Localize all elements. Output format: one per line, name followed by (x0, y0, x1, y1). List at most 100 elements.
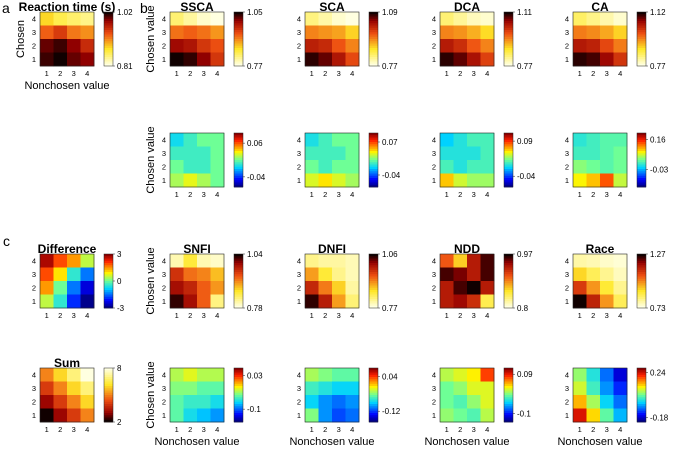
colorbar-step (369, 413, 378, 416)
colorbar-step (369, 379, 378, 382)
y-tick-label: 2 (162, 41, 166, 50)
heatmap-cell (40, 381, 54, 396)
heatmap-cell (67, 52, 81, 67)
x-tick-label: 2 (458, 190, 462, 199)
colorbar-step (504, 285, 513, 289)
heatmap-cell (210, 381, 225, 396)
heatmap-cell (573, 25, 587, 40)
colorbar-step (504, 260, 513, 264)
colorbar-step (504, 12, 513, 15)
heatmap-cell (67, 267, 81, 282)
heatmap-frame (304, 253, 360, 309)
colorbar-step (369, 146, 378, 150)
colorbar-step (104, 61, 113, 65)
heatmap-cell (210, 395, 225, 409)
colorbar-tick-label: 1.11 (517, 8, 533, 17)
colorbar-step (369, 180, 378, 183)
colorbar-step (504, 25, 513, 29)
colorbar-step (234, 303, 243, 307)
x-tick-label: 4 (485, 190, 489, 199)
heatmap-cell (600, 267, 614, 282)
heatmap-frame (169, 253, 225, 309)
heatmap-frame (572, 253, 628, 309)
y-tick-label: 2 (432, 41, 436, 50)
heatmap-cell (40, 281, 54, 295)
panel-label-b: b (140, 0, 148, 16)
colorbar-step (637, 388, 646, 391)
colorbar-step (504, 413, 513, 416)
colorbar-step (504, 381, 513, 385)
heatmap-cell (53, 294, 68, 309)
colorbar: 1.06 0.77 (368, 250, 398, 313)
heatmap-cell (573, 133, 587, 147)
colorbar-step (504, 258, 513, 262)
colorbar-step (637, 404, 646, 407)
colorbar-step (234, 148, 243, 152)
colorbar-step (369, 285, 378, 289)
colorbar-step (104, 265, 113, 268)
colorbar-step (104, 383, 113, 387)
heatmap-cell (210, 25, 225, 40)
colorbar-step (234, 386, 243, 389)
heatmap-frame (39, 253, 95, 309)
x-axis-label: Nonchosen value (289, 436, 374, 448)
heatmap-cell (600, 173, 614, 188)
colorbar-step (369, 388, 378, 391)
panel-title: CA (591, 0, 609, 14)
colorbar-step (637, 133, 646, 136)
colorbar-step (234, 63, 243, 67)
colorbar-step (504, 137, 513, 141)
colorbar-step (504, 164, 513, 168)
colorbar-step (504, 368, 513, 371)
colorbar-step (637, 180, 646, 183)
colorbar-step (104, 417, 113, 421)
colorbar-step (637, 278, 646, 282)
colorbar-step (637, 368, 646, 371)
heatmap-cell (318, 173, 333, 188)
heatmap-cell (210, 408, 225, 423)
y-tick-label: 2 (565, 283, 569, 292)
heatmap-cell (453, 39, 468, 53)
colorbar-step (504, 379, 513, 382)
heatmap-cell (170, 408, 184, 423)
colorbar-step (504, 410, 513, 414)
colorbar-step (234, 153, 243, 156)
heatmap-cell (453, 408, 468, 423)
colorbar-step (369, 305, 378, 309)
heatmap-cell (345, 160, 360, 174)
colorbar-step (234, 34, 243, 38)
x-tick-label: 3 (202, 311, 206, 320)
colorbar-step (504, 182, 513, 186)
heatmap-cell (345, 52, 360, 67)
heatmap-cell (332, 368, 346, 382)
heatmap-cell (453, 146, 468, 161)
heatmap-cell (345, 25, 360, 40)
heatmap-cell (600, 294, 614, 309)
heatmap-cell (183, 12, 198, 26)
colorbar-step (104, 36, 113, 40)
x-tick-label: 3 (605, 425, 609, 434)
colorbar-step (369, 48, 378, 51)
x-tick-label: 3 (472, 425, 476, 434)
colorbar-step (637, 305, 646, 309)
heatmap-cell (53, 381, 68, 396)
colorbar-step (369, 41, 378, 44)
x-tick-label: 2 (188, 311, 192, 320)
colorbar-step (504, 142, 513, 145)
colorbar-step (104, 14, 113, 17)
colorbar-step (369, 290, 378, 293)
colorbar-step (234, 45, 243, 49)
colorbar: 3 0 -3 (103, 250, 125, 313)
heatmap-cell (573, 368, 587, 382)
colorbar-step (234, 292, 243, 295)
heatmap-cell (440, 294, 454, 309)
y-tick-label: 3 (432, 384, 436, 393)
heatmap-cell (183, 160, 198, 174)
heatmap-frame (169, 132, 225, 188)
colorbar-step (369, 54, 378, 58)
colorbar-step (104, 419, 113, 423)
heatmap-cell (210, 12, 225, 26)
colorbar-step (504, 301, 513, 304)
x-tick-label: 3 (202, 425, 206, 434)
